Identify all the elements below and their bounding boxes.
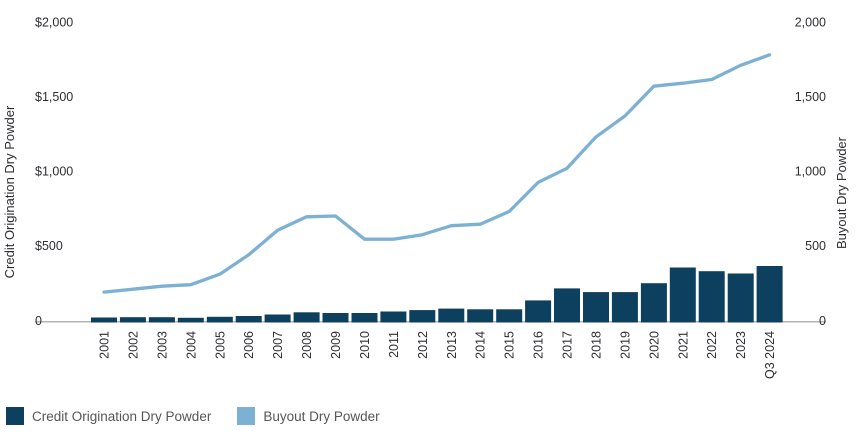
- bar-2001: [91, 317, 117, 323]
- x-tick-label-2011: 2011: [387, 331, 401, 358]
- bar-2007: [264, 314, 291, 323]
- x-tick-label-2009: 2009: [329, 331, 343, 359]
- line-series-buyout: [102, 53, 772, 294]
- x-tick-label-2002: 2002: [126, 331, 140, 359]
- bar-2015: [496, 309, 523, 323]
- x-tick-label-2022: 2022: [705, 331, 719, 359]
- x-tick-label-2008: 2008: [300, 331, 314, 359]
- bar-2021: [669, 267, 696, 323]
- x-tick-label-2006: 2006: [242, 331, 256, 359]
- y-tick-left-500: $500: [35, 239, 63, 253]
- x-tick-label-2014: 2014: [474, 331, 488, 359]
- x-tick-label-2005: 2005: [213, 331, 227, 359]
- x-axis-tick-labels: 2001 2002 2003 2004 2005 2006 2007 2008 2009 2010…: [98, 331, 778, 379]
- legend-label-credit-origination: Credit Origination Dry Powder: [32, 408, 212, 424]
- right-axis-tick-labels: 0 500 1,000 1,500 2,000: [795, 15, 826, 328]
- x-tick-label-2017: 2017: [561, 331, 575, 359]
- x-tick-label-2018: 2018: [590, 331, 604, 359]
- y-tick-right-1000: 1,000: [795, 165, 826, 179]
- x-tick-label-2012: 2012: [416, 331, 430, 359]
- x-tick-label-2007: 2007: [271, 331, 285, 359]
- bar-2020: [640, 283, 667, 323]
- bar-2003: [148, 317, 175, 323]
- y-tick-right-1500: 1,500: [795, 90, 826, 104]
- bar-2004: [177, 317, 204, 323]
- bar-2013: [438, 308, 465, 323]
- credit-origination-swatch-icon: [6, 407, 24, 425]
- bar-Q3 2024: [756, 266, 783, 323]
- y-tick-left-0: 0: [35, 314, 42, 328]
- x-tick-label-2001: 2001: [98, 331, 112, 359]
- x-tick-label-Q3-2024: Q3 2024: [763, 331, 777, 379]
- left-axis-title: Credit Origination Dry Powder: [2, 105, 17, 278]
- legend-label-buyout: Buyout Dry Powder: [263, 408, 380, 424]
- x-tick-label-2023: 2023: [734, 331, 748, 359]
- y-tick-left-1000: $1,000: [35, 165, 73, 179]
- buyout-swatch-icon: [237, 407, 256, 425]
- x-tick-label-2020: 2020: [647, 331, 661, 359]
- x-tick-label-2013: 2013: [445, 331, 459, 359]
- right-axis-title: Buyout Dry Powder: [834, 136, 849, 249]
- left-axis-tick-labels: 0 $500 $1,000 $1,500 $2,000: [35, 15, 73, 328]
- x-tick-label-2019: 2019: [618, 331, 632, 359]
- y-tick-right-0: 0: [819, 314, 826, 328]
- bar-2011: [380, 311, 407, 323]
- legend-item-buyout: Buyout Dry Powder: [237, 407, 380, 425]
- x-tick-label-2004: 2004: [184, 331, 198, 359]
- x-tick-label-2021: 2021: [676, 331, 690, 359]
- bar-2017: [554, 288, 580, 323]
- bar-2019: [611, 292, 638, 323]
- bar-2006: [235, 316, 262, 323]
- chart-legend: Credit Origination Dry Powder Buyout Dry…: [6, 406, 380, 426]
- dry-powder-chart: 0 $500 $1,000 $1,500 $2,000 0 500 1,000 1,500 2,…: [2, 15, 849, 379]
- x-tick-label-2016: 2016: [532, 331, 546, 359]
- bar-2010: [351, 313, 378, 323]
- bar-2002: [119, 317, 146, 323]
- bar-2012: [409, 310, 436, 323]
- y-tick-right-2000: 2,000: [795, 15, 826, 29]
- bar-2023: [727, 273, 754, 323]
- y-tick-right-500: 500: [805, 239, 826, 253]
- bar-2009: [322, 313, 349, 323]
- x-tick-label-2015: 2015: [503, 331, 517, 359]
- bar-2005: [206, 316, 233, 323]
- y-tick-left-2000: $2,000: [35, 15, 73, 29]
- bar-2018: [583, 292, 609, 323]
- bar-2022: [698, 271, 725, 323]
- legend-item-credit-origination: Credit Origination Dry Powder: [6, 407, 211, 425]
- bar-2014: [467, 309, 494, 323]
- y-tick-left-1500: $1,500: [35, 90, 73, 104]
- bar-2016: [525, 300, 552, 323]
- bar-series-credit-origination: [91, 266, 783, 323]
- bar-2008: [293, 312, 320, 323]
- x-tick-label-2010: 2010: [358, 331, 372, 359]
- x-tick-label-2003: 2003: [155, 331, 169, 359]
